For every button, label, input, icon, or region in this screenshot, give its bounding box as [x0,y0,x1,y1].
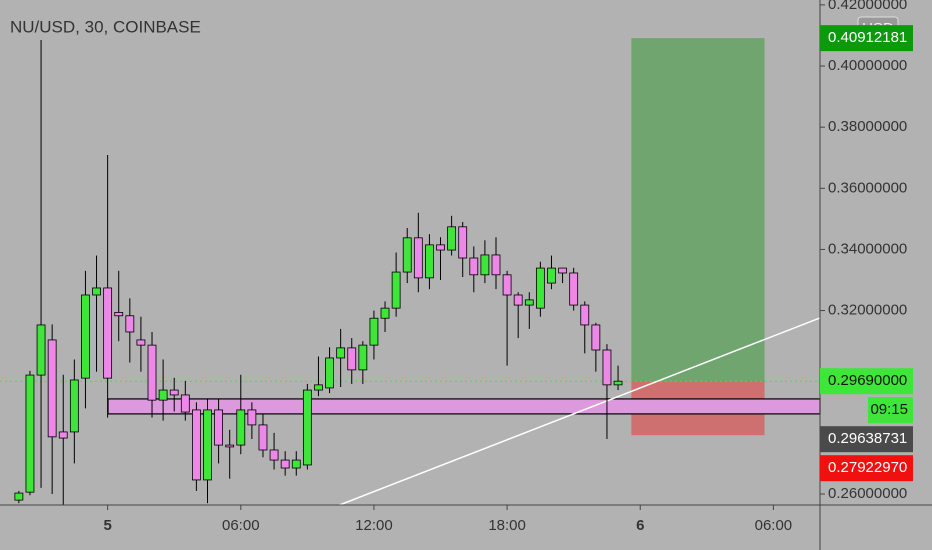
candle-body [58,431,68,439]
candle-body [358,344,368,371]
price-label: 0.40912181 [828,29,907,46]
candle-body [413,237,423,279]
x-tick-label: 6 [636,517,644,534]
candle-body [391,271,401,309]
price-label-box [820,426,913,453]
y-tick-label: 0.42000000 [828,0,907,13]
price-label-box [820,25,913,52]
trend-line [339,317,821,506]
x-tick-label: 06:00 [755,517,793,534]
candle-body [36,324,46,376]
candle-body [125,315,135,333]
candle-body [369,317,379,346]
candle-body [169,389,179,396]
candle-body [558,267,567,274]
candle-body [336,347,346,359]
candle-body [147,344,157,401]
price-label: 0.29638731 [828,430,907,447]
price-label: 0.27922970 [828,459,907,476]
y-tick-label: 0.40000000 [828,57,907,74]
y-tick-label: 0.32000000 [828,302,907,319]
candle-body [14,492,24,501]
candle-body [269,449,279,461]
candle-body [225,444,235,448]
candle-body [569,272,579,306]
candle-body [103,287,113,379]
candle-body [158,389,168,401]
y-tick-label: 0.26000000 [828,485,907,502]
price-label-box [820,368,913,395]
candle-body [69,379,79,433]
candle-body [613,380,623,386]
candle-body [291,459,301,469]
chart-title: NU/USD, 30, COINBASE [10,17,201,36]
x-tick-label: 18:00 [488,517,526,534]
candle-body [92,287,101,296]
candle-body [347,347,357,371]
candle-body [214,409,223,446]
candle-body [192,409,201,481]
candle-body [447,226,457,251]
countdown-box [868,397,913,424]
candle-body [114,312,124,317]
candle-body [591,324,601,351]
candle-body [203,409,212,481]
x-tick-label: 12:00 [355,517,393,534]
candle-body [469,257,479,276]
candle-body [402,237,412,273]
candle-body [47,339,57,438]
plot [0,38,821,506]
candle-body [458,226,468,259]
y-tick-label: 0.34000000 [828,240,907,257]
candle-body [380,307,390,319]
candle-body [25,374,35,493]
price-label: 0.29690000 [828,372,907,389]
candle-body [258,424,268,451]
candle-body [280,459,290,469]
candle-body [535,267,545,309]
countdown: 09:15 [870,401,908,418]
target-zone [631,38,765,382]
price-label-box [820,455,913,482]
candle-body [524,299,534,306]
candle-body [602,349,612,386]
candle-body [436,244,445,251]
candle-body [425,244,434,279]
candle-body [580,304,590,326]
x-tick-label: 5 [103,517,111,534]
candle-body [502,274,512,296]
candle-body [302,389,312,466]
y-tick-label: 0.38000000 [828,118,907,135]
candle-body [180,394,190,413]
candle-body [480,254,490,276]
candle-body [325,357,334,389]
candle-body [513,294,523,306]
candle-body [236,409,246,446]
candle-body [547,267,556,284]
x-tick-label: 06:00 [222,517,260,534]
candle-body [81,294,90,379]
candle-body [491,254,501,276]
candle-body [136,339,146,346]
candle-body [247,409,257,426]
y-tick-label: 0.36000000 [828,179,907,196]
candle-body [314,384,323,391]
